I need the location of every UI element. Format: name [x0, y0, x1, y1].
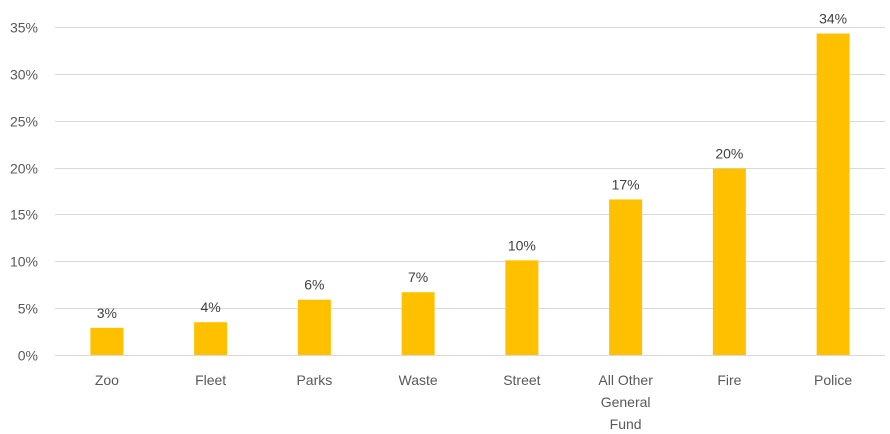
- y-tick-label: 25%: [10, 114, 38, 130]
- x-category-label: Parks: [296, 372, 332, 388]
- bar-police: [816, 33, 850, 356]
- data-label: 3%: [97, 305, 117, 321]
- bar-parks: [297, 299, 331, 355]
- x-category-label: Fleet: [195, 372, 226, 388]
- data-labels: 3% 4% 6% 7% 10% 17% 20% 34%: [97, 11, 847, 321]
- x-category-label: Waste: [399, 372, 438, 388]
- x-category-label: All Other: [598, 372, 653, 388]
- data-label: 7%: [408, 269, 428, 285]
- x-category-label: Zoo: [95, 372, 119, 388]
- y-tick-label: 15%: [10, 207, 38, 223]
- data-label: 20%: [715, 146, 743, 162]
- gridlines: [55, 27, 885, 356]
- y-tick-label: 10%: [10, 254, 38, 270]
- bar-street: [505, 260, 539, 355]
- x-axis-category-labels: Zoo Fleet Parks Waste Street All Other General…: [95, 372, 853, 432]
- y-tick-label: 35%: [10, 20, 38, 36]
- y-tick-label: 0%: [18, 348, 38, 364]
- data-label: 4%: [201, 299, 221, 315]
- y-tick-label: 5%: [18, 301, 38, 317]
- data-label: 34%: [819, 11, 847, 27]
- x-category-label: Fund: [610, 416, 642, 432]
- x-category-label: Police: [814, 372, 852, 388]
- bar-fleet: [194, 322, 228, 355]
- data-label: 17%: [612, 176, 640, 192]
- bar-fire: [712, 168, 746, 355]
- x-category-label: Fire: [717, 372, 741, 388]
- x-category-label: Street: [503, 372, 540, 388]
- bar-waste: [401, 292, 435, 355]
- y-tick-label: 20%: [10, 161, 38, 177]
- data-label: 6%: [304, 277, 324, 293]
- bar-all-other-general-fund: [609, 199, 643, 355]
- bars: [90, 33, 850, 356]
- y-tick-label: 30%: [10, 67, 38, 83]
- y-axis-tick-labels: 0% 5% 10% 15% 20% 25% 30% 35%: [10, 20, 38, 364]
- x-category-label: General: [601, 394, 651, 410]
- bar-zoo: [90, 327, 124, 355]
- data-label: 10%: [508, 237, 536, 253]
